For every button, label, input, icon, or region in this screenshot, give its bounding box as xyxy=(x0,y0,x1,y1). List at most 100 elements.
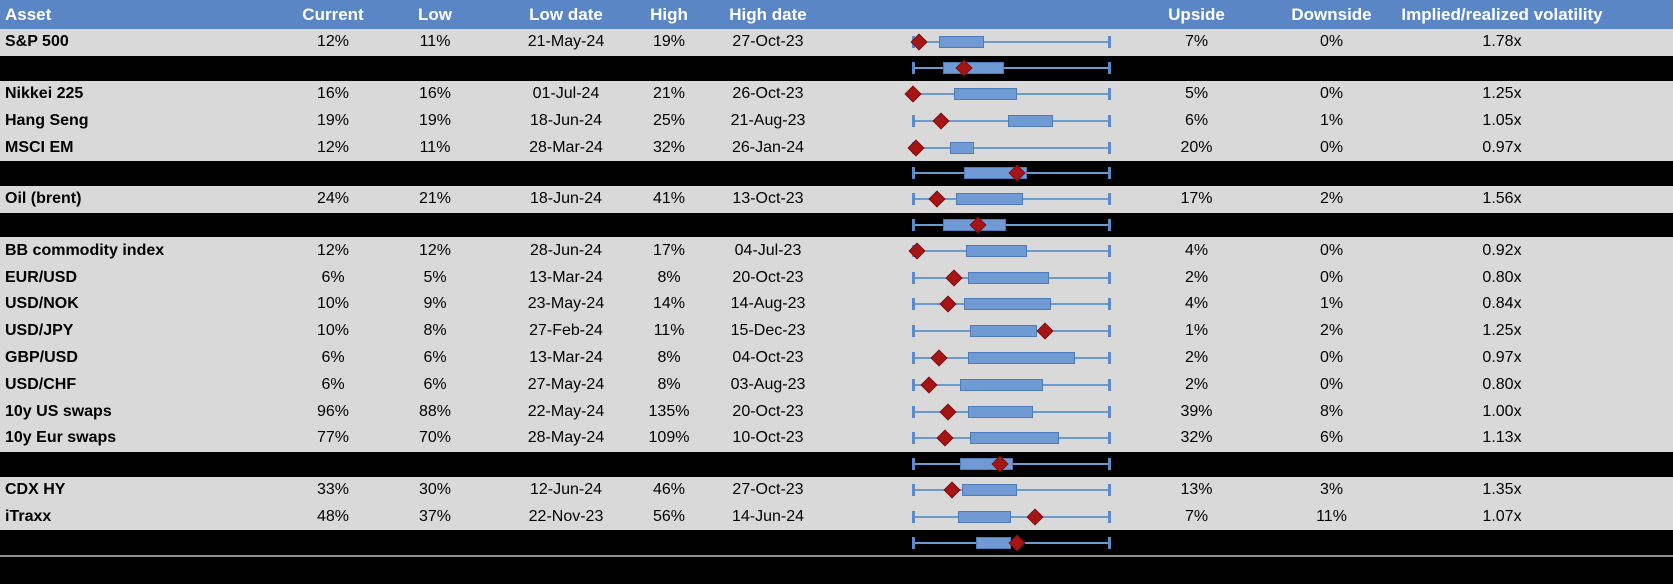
cell-low-date: 13-Mar-24 xyxy=(529,348,603,366)
cell-asset: 10y Eur swaps xyxy=(5,429,117,447)
boxplot-box xyxy=(950,141,975,154)
cell-asset: USD/CHF xyxy=(5,375,77,393)
boxplot-box xyxy=(956,193,1024,206)
cell-low: 30% xyxy=(418,480,452,498)
table-header-row: Asset Current Low Low date High High dat… xyxy=(0,0,1673,29)
diamond-marker-icon xyxy=(943,481,961,499)
boxplot-box xyxy=(968,271,1049,284)
table-row: 10y US swaps 96% 88% 22-May-24 135% 20-Oct-23… xyxy=(0,398,1673,425)
cell-low: 12% xyxy=(418,241,452,259)
cell-downside: 2% xyxy=(1319,322,1344,340)
cell-current: 33% xyxy=(316,480,350,498)
col-header-upside: Upside xyxy=(1168,4,1225,24)
cell-impl-real: 1.05x xyxy=(1482,111,1522,129)
table-row: Oil (brent) 24% 21% 18-Jun-24 41% 13-Oct-23 17… xyxy=(0,185,1673,213)
table-row: iTraxx 48% 37% 22-Nov-23 56% 14-Jun-24 7% 11% 1.… xyxy=(0,503,1673,531)
cell-high-date: 03-Aug-23 xyxy=(730,375,806,393)
boxplot-cap-right xyxy=(1108,378,1111,391)
boxplot-cap-right xyxy=(1108,218,1111,231)
boxplot-box xyxy=(966,244,1028,257)
boxplot-cap-right xyxy=(1108,458,1111,471)
cell-high: 8% xyxy=(657,268,681,286)
summary-band-row xyxy=(0,161,1673,186)
cell-impl-real: 0.97x xyxy=(1482,348,1522,366)
boxplot-cap-right xyxy=(1108,271,1111,284)
boxplot-box xyxy=(1007,114,1053,127)
boxplot-cap-left xyxy=(912,62,915,75)
cell-current: 12% xyxy=(316,33,350,51)
cell-low-date: 21-May-24 xyxy=(527,33,605,51)
cell-low-date: 22-May-24 xyxy=(527,402,605,420)
boxplot xyxy=(912,425,1111,452)
cell-high-date: 26-Oct-23 xyxy=(732,84,804,102)
boxplot-cap-left xyxy=(912,458,915,471)
boxplot-cap-left xyxy=(912,218,915,231)
boxplot-box xyxy=(960,378,1043,391)
boxplot-cap-left xyxy=(912,298,915,311)
cell-asset: 10y US swaps xyxy=(5,402,112,420)
cell-impl-real: 1.25x xyxy=(1482,84,1522,102)
boxplot-cap-left xyxy=(912,114,915,127)
cell-downside: 2% xyxy=(1319,190,1344,208)
diamond-marker-icon xyxy=(1026,508,1044,526)
table-row: GBP/USD 6% 6% 13-Mar-24 8% 04-Oct-23 2% 0% 0.97x xyxy=(0,344,1673,372)
cell-high-date: 13-Oct-23 xyxy=(732,190,804,208)
cell-current: 24% xyxy=(316,190,350,208)
cell-high-date: 15-Dec-23 xyxy=(730,322,806,340)
summary-band-row xyxy=(0,451,1673,477)
cell-impl-real: 1.13x xyxy=(1482,429,1522,447)
diamond-marker-icon xyxy=(920,376,938,394)
boxplot xyxy=(910,29,1111,56)
cell-impl-real: 1.00x xyxy=(1482,402,1522,420)
cell-high-date: 27-Oct-23 xyxy=(732,33,804,51)
table-row: USD/JPY 10% 8% 27-Feb-24 11% 15-Dec-23 1% 2% 1.2… xyxy=(0,317,1673,345)
boxplot-cap-left xyxy=(912,325,915,338)
boxplot xyxy=(912,291,1111,318)
cell-high-date: 14-Aug-23 xyxy=(730,295,806,313)
cell-upside: 32% xyxy=(1180,429,1213,447)
table-row: CDX HY 33% 30% 12-Jun-24 46% 27-Oct-23 13% 3% 1.… xyxy=(0,476,1673,504)
cell-current: 6% xyxy=(321,375,345,393)
cell-current: 48% xyxy=(316,507,350,525)
cell-impl-real: 0.92x xyxy=(1482,241,1522,259)
col-header-plot xyxy=(842,0,1114,29)
diamond-marker-icon xyxy=(945,269,963,287)
boxplot-cap-left xyxy=(912,536,915,549)
cell-low: 9% xyxy=(423,295,447,313)
cell-current: 19% xyxy=(316,111,350,129)
cell-high-date: 27-Oct-23 xyxy=(732,480,804,498)
boxplot xyxy=(912,398,1111,425)
cell-low: 6% xyxy=(423,348,447,366)
cell-downside: 0% xyxy=(1319,268,1344,286)
cell-asset: Hang Seng xyxy=(5,111,89,129)
boxplot xyxy=(912,264,1111,291)
cell-low-date: 23-May-24 xyxy=(527,295,605,313)
cell-low: 37% xyxy=(418,507,452,525)
boxplot xyxy=(904,81,1111,108)
col-header-low-date: Low date xyxy=(529,4,603,24)
boxplot xyxy=(912,371,1111,398)
boxplot-cap-left xyxy=(912,351,915,364)
cell-high: 11% xyxy=(653,322,685,340)
cell-downside: 1% xyxy=(1319,111,1344,129)
cell-upside: 1% xyxy=(1184,322,1209,340)
cell-high: 56% xyxy=(652,507,686,525)
cell-high: 109% xyxy=(648,429,690,447)
cell-upside: 7% xyxy=(1184,33,1209,51)
cell-downside: 0% xyxy=(1319,375,1344,393)
cell-low-date: 12-Jun-24 xyxy=(529,480,603,498)
boxplot-cap-right xyxy=(1108,193,1111,206)
cell-impl-real: 0.84x xyxy=(1482,295,1522,313)
cell-low: 6% xyxy=(423,375,447,393)
boxplot-whisker xyxy=(913,223,1110,226)
table-row: Hang Seng 19% 19% 18-Jun-24 25% 21-Aug-23 6% 1%… xyxy=(0,107,1673,135)
diamond-marker-icon xyxy=(930,349,948,367)
boxplot-cap-right xyxy=(1108,483,1111,496)
boxplot xyxy=(912,345,1111,372)
boxplot-box xyxy=(954,87,1018,100)
summary-band-row xyxy=(0,55,1673,81)
cell-current: 16% xyxy=(316,84,350,102)
cell-current: 10% xyxy=(316,322,350,340)
cell-impl-real: 1.25x xyxy=(1482,322,1522,340)
